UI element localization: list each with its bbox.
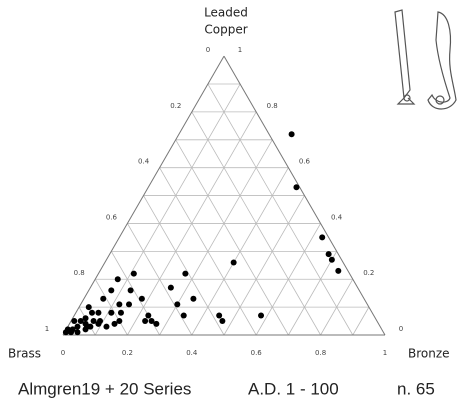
left-tick-label: 1 (45, 325, 49, 333)
left-tick-label: 0.8 (74, 269, 85, 277)
data-point (335, 267, 342, 274)
data-point (108, 287, 115, 294)
right-tick-label: 0.6 (299, 158, 311, 166)
bottom-tick-label: 1 (383, 349, 387, 357)
data-point (77, 318, 84, 325)
data-point (145, 312, 152, 319)
data-point (103, 323, 110, 330)
caption: Almgren19 + 20 Series (18, 379, 191, 398)
right-tick-label: 0.2 (363, 269, 374, 277)
left-tick-label: 0.4 (138, 158, 150, 166)
grid-line (94, 83, 241, 336)
top-label: Copper (204, 23, 247, 37)
data-point (167, 284, 174, 291)
data-point (293, 184, 300, 191)
grid-line (223, 195, 305, 336)
data-point (74, 329, 81, 336)
data-point (190, 295, 197, 302)
data-point (180, 312, 187, 319)
data-point (219, 318, 226, 325)
data-point (82, 315, 89, 322)
grid-line (255, 223, 321, 336)
fibula-icon (394, 9, 457, 110)
grid-line (78, 306, 96, 336)
axis-edge (62, 55, 225, 336)
data-point (148, 318, 155, 325)
data-point (153, 320, 160, 327)
data-point (116, 301, 123, 308)
grid-line (94, 279, 128, 336)
data-point (90, 318, 97, 325)
right-tick-label: 0.4 (331, 213, 343, 221)
left-tick-label: 0.6 (106, 213, 118, 221)
data-point (230, 259, 237, 266)
data-point (88, 309, 95, 316)
data-point (216, 312, 223, 319)
data-point (71, 318, 78, 325)
grid-line (175, 139, 289, 336)
grid-line (207, 83, 354, 336)
data-point (108, 309, 115, 316)
data-point (130, 270, 137, 277)
data-point (97, 318, 104, 325)
caption: n. 65 (397, 379, 435, 398)
bottom-tick-label: 0.2 (122, 349, 133, 357)
right-tick-label: 0.8 (267, 102, 278, 110)
data-point (114, 276, 121, 283)
data-point (174, 301, 181, 308)
right-tick-label: 0 (399, 325, 403, 333)
axis-edge (223, 55, 386, 336)
data-point (319, 234, 326, 241)
data-point (288, 131, 295, 138)
data-point (95, 309, 102, 316)
bottom-tick-label: 0.4 (186, 349, 198, 357)
data-point (85, 304, 92, 311)
right-label: Bronze (408, 347, 450, 361)
bottom-tick-label: 0.6 (251, 349, 263, 357)
bottom-tick-label: 0 (61, 349, 65, 357)
data-point (127, 287, 134, 294)
data-point (142, 318, 149, 325)
grid-line (352, 306, 370, 336)
data-point (74, 323, 81, 330)
data-point (84, 323, 91, 330)
grid-line (143, 195, 225, 336)
data-point (138, 295, 145, 302)
data-point (117, 309, 124, 316)
left-label: Brass (8, 347, 41, 361)
caption: A.D. 1 - 100 (248, 379, 339, 398)
data-point (111, 320, 118, 327)
grid-line (320, 279, 354, 336)
data-point (126, 301, 133, 308)
data-point (64, 326, 71, 333)
data-point (325, 251, 332, 258)
left-tick-label: 0.2 (170, 102, 181, 110)
right-tick-label: 1 (238, 46, 242, 54)
data-point (116, 318, 123, 325)
data-point (328, 256, 335, 263)
grid-line (288, 251, 338, 336)
top-label: Leaded (204, 6, 248, 20)
left-tick-label: 0 (206, 46, 210, 54)
bottom-tick-label: 0.8 (315, 349, 326, 357)
data-point (182, 270, 189, 277)
data-point (258, 312, 265, 319)
data-point (100, 295, 107, 302)
